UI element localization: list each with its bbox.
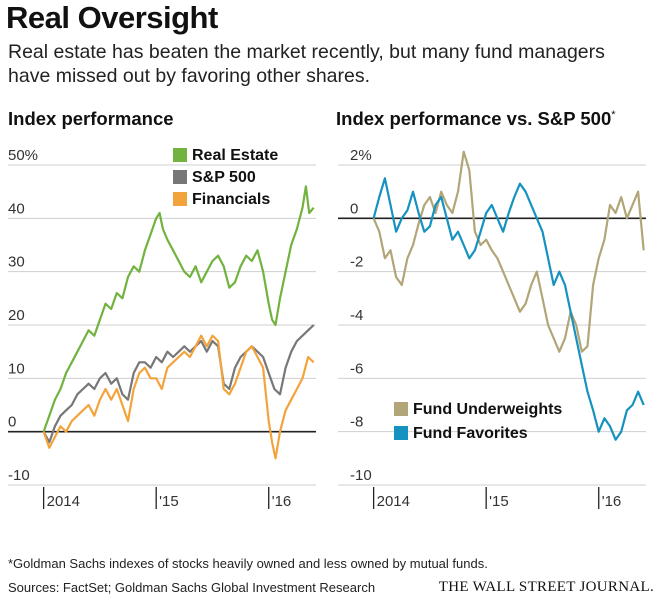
right-legend-swatch (394, 426, 408, 440)
left-legend-label: S&P 500 (192, 169, 256, 186)
right-ytick-label: -10 (350, 467, 372, 484)
left-chart: 50% 40 30 20 10 0 -10 2014 '15 '16 Real Estate S&P … (8, 147, 316, 510)
left-series-real-estate (42, 185, 315, 433)
left-ytick-label: -10 (8, 467, 30, 484)
left-legend-label: Financials (192, 191, 270, 208)
right-ytick-label: -4 (350, 307, 363, 324)
left-ytick-label: 30 (8, 254, 25, 271)
left-series-financials (42, 334, 315, 460)
right-ytick-label: -6 (350, 360, 363, 377)
page-subtitle: Real estate has beaten the market recent… (8, 41, 605, 87)
left-legend-swatch (173, 148, 187, 162)
publisher-logo: THE WALL STREET JOURNAL. (438, 579, 654, 595)
left-xtick-label: '16 (272, 493, 292, 510)
right-chart-title-mark: * (611, 108, 616, 121)
right-xtick-label: '16 (602, 493, 622, 510)
right-xtick-label: 2014 (377, 493, 410, 510)
left-chart-title-text: Index performance (8, 108, 174, 129)
right-chart: 2% 0 -2 -4 -6 -8 -10 2014 '15 '16 Fund Underweight… (338, 147, 646, 510)
right-legend-label: Fund Favorites (413, 425, 528, 442)
left-legend-label: Real Estate (192, 147, 278, 164)
right-series-fund-underweights (372, 150, 645, 353)
right-chart-title-text: Index performance vs. S&P 500 (336, 108, 612, 129)
left-ytick-label: 20 (8, 307, 25, 324)
right-ytick-label: -8 (350, 414, 363, 431)
sources-line: Sources: FactSet; Goldman Sachs Global I… (8, 580, 376, 595)
right-ytick-label: 0 (350, 200, 358, 217)
left-xtick-label: 2014 (47, 493, 80, 510)
right-legend-swatch (394, 402, 408, 416)
left-ytick-label: 0 (8, 414, 16, 431)
left-chart-title: Index performance (8, 108, 174, 130)
right-series-fund-favorites (372, 177, 645, 441)
page-title: Real Oversight (6, 0, 218, 35)
left-xtick-label: '15 (159, 493, 179, 510)
right-ytick-label: -2 (350, 254, 363, 271)
left-legend-swatch (173, 192, 187, 206)
right-xtick-label: '15 (489, 493, 509, 510)
right-legend-label: Fund Underweights (413, 401, 562, 418)
left-ytick-label: 50% (8, 147, 38, 164)
left-ytick-label: 40 (8, 200, 25, 217)
right-ytick-label: 2% (350, 147, 372, 164)
left-series-s-p-500 (42, 324, 315, 444)
left-ytick-label: 10 (8, 360, 25, 377)
left-legend-swatch (173, 170, 187, 184)
right-chart-title: Index performance vs. S&P 500* (336, 108, 616, 130)
footnote: *Goldman Sachs indexes of stocks heavily… (8, 556, 488, 571)
